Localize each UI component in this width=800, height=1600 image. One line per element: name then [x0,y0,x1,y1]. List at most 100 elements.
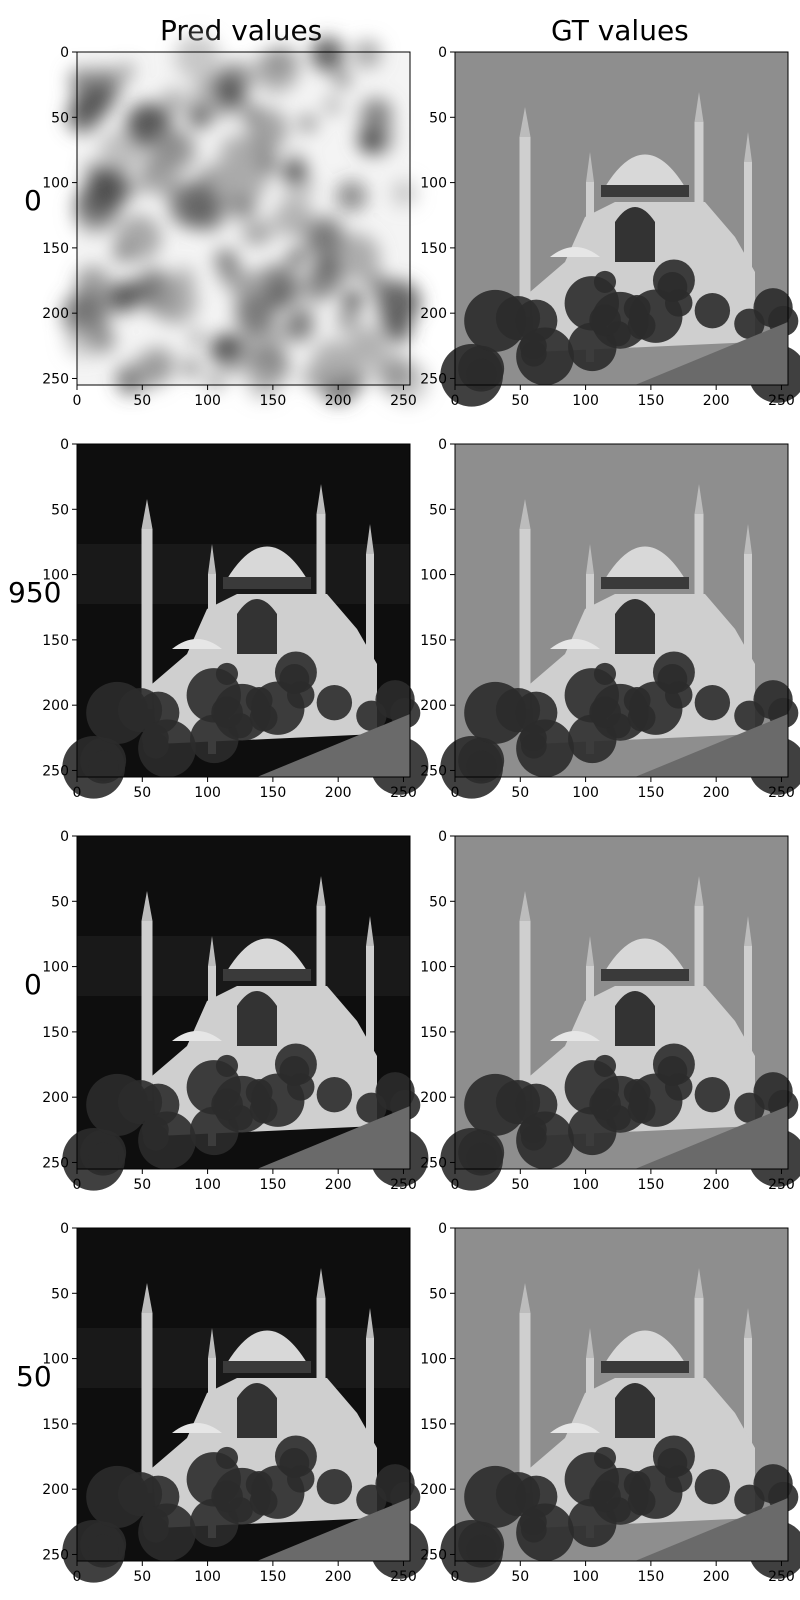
x-tick-label: 50 [511,785,529,801]
x-tick-label: 200 [703,1569,730,1585]
noise-blob [287,247,307,267]
tree-canopy [593,1446,617,1469]
minaret-shape [519,529,531,709]
y-tick-label: 50 [429,502,447,518]
axes-frame [76,443,411,778]
tree-canopy [516,327,574,386]
side-dome [172,1423,222,1433]
noise-blob [332,233,380,282]
y-tick-label: 250 [42,1155,69,1171]
y-tick-label: 0 [60,1221,69,1237]
minaret-spire [744,132,752,162]
tree-canopy [279,1448,310,1478]
noise-blob [287,280,308,300]
dome-drum [601,577,689,589]
dome-drum [601,969,689,981]
main-dome [605,938,685,971]
noise-blob [282,159,308,184]
gt-image-panel: 0 50 100 150 200 250 0 50 100 150 200 250 [420,829,800,1193]
noise-blob [302,215,345,259]
noise-blob [246,365,282,400]
minaret-spire [316,484,326,514]
x-tick-label: 100 [194,1569,221,1585]
x-tick-label: 50 [133,393,151,409]
tree-canopy [117,1472,163,1517]
y-tick-label: 250 [42,1547,69,1563]
y-tick-label: 150 [420,633,447,649]
noise-blob [246,108,289,150]
minaret-spire [519,1283,531,1313]
axes-frame [76,1227,411,1562]
tree-canopy [215,1446,239,1469]
foreground-ground [257,714,410,777]
minaret-spire [586,152,594,182]
dome-drum [601,185,689,197]
noise-blob [99,130,144,175]
minaret-spire [316,1268,326,1298]
minaret-spire [694,876,704,906]
tree-canopy [316,1076,353,1113]
tree-canopy [593,270,617,293]
noise-blob [335,180,368,212]
noise-blob [90,166,120,197]
x-tick-label: 50 [511,393,529,409]
y-tick-label: 0 [60,829,69,845]
tree-canopy [593,1054,617,1077]
x-tick-label: 100 [572,1569,599,1585]
noise-blob [117,279,147,309]
tree-canopy [466,1534,497,1566]
y-tick-label: 250 [420,1547,447,1563]
noise-blob [230,193,256,220]
main-dome [605,1330,685,1363]
minaret-spire [366,916,374,946]
axes-frame [454,1227,789,1562]
noise-blob [333,70,351,88]
x-tick-label: 0 [451,393,460,409]
noise-blob [68,67,95,94]
x-tick-label: 250 [390,785,417,801]
minaret-spire [208,1328,216,1358]
noise-blob [241,221,266,246]
tree-canopy [657,1056,688,1086]
side-dome [550,639,600,649]
arch-window [615,599,655,654]
tree-canopy [375,1464,415,1504]
noise-blob [221,158,267,204]
noise-blob [311,339,359,387]
x-tick-label: 100 [194,785,221,801]
tree-canopy [516,1111,574,1170]
tree-canopy [88,750,119,782]
main-dome [227,938,307,971]
minaret-spire [208,936,216,966]
arch-window [615,991,655,1046]
side-dome [172,639,222,649]
noise-blob [234,66,252,84]
x-tick-label: 0 [451,1569,460,1585]
y-tick-label: 0 [438,829,447,845]
noise-blob [65,324,99,358]
tree-canopy [657,272,688,302]
noise-blob [115,214,162,262]
tree-canopy [211,1088,243,1121]
y-tick-label: 100 [42,176,69,192]
tree-canopy [466,1142,497,1174]
noise-blob [118,63,134,79]
main-dome [227,1330,307,1363]
foreground-ground [635,1498,788,1561]
y-tick-label: 150 [420,241,447,257]
tree-canopy [753,680,793,720]
arch-window [237,991,277,1046]
x-tick-label: 200 [703,1177,730,1193]
image-content [440,836,800,1191]
tree-canopy [694,1468,731,1505]
minaret-spire [208,544,216,574]
tree-canopy [279,1056,310,1086]
noise-blob [189,330,205,346]
side-dome [550,1031,600,1041]
noise-blob [169,181,216,228]
tree-canopy [753,1464,793,1504]
x-tick-label: 50 [133,1569,151,1585]
tree-canopy [657,664,688,694]
y-tick-label: 50 [51,110,69,126]
y-tick-label: 250 [420,763,447,779]
